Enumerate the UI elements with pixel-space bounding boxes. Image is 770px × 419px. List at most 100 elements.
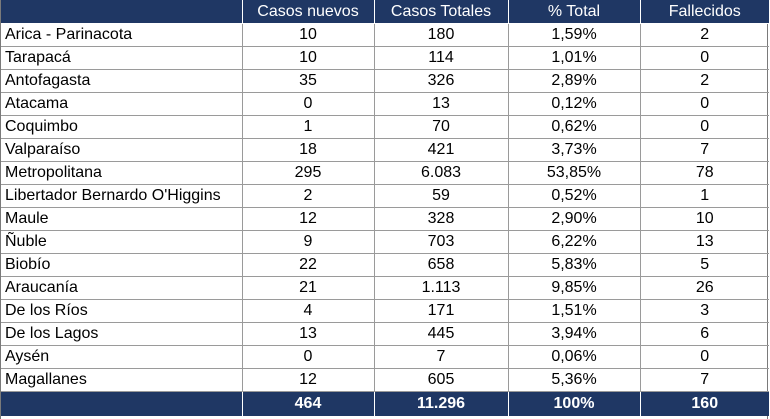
cell-region: Tarapacá (1, 46, 243, 70)
cell-region: Valparaíso (1, 138, 243, 162)
cell-fallecidos: 0 (640, 115, 769, 139)
cell-percent-total: 3,94% (508, 322, 641, 346)
cell-region: De los Ríos (1, 299, 243, 323)
cell-fallecidos: 13 (640, 230, 769, 254)
cell-fallecidos: 78 (640, 161, 769, 185)
cell-fallecidos: 7 (640, 138, 769, 162)
cell-casos-nuevos: 10 (242, 46, 375, 70)
table-row: Magallanes 12 605 5,36% 7 (1, 368, 769, 392)
table-row: Metropolitana 295 6.083 53,85% 78 (1, 161, 769, 185)
table-row: Antofagasta 35 326 2,89% 2 (1, 69, 769, 93)
cell-casos-totales: 445 (374, 322, 509, 346)
table-header: Casos nuevos Casos Totales % Total Falle… (1, 0, 769, 24)
cell-fallecidos: 0 (640, 92, 769, 116)
cell-region: Antofagasta (1, 69, 243, 93)
table-row: De los Lagos 13 445 3,94% 6 (1, 322, 769, 346)
cell-percent-total: 2,90% (508, 207, 641, 231)
cell-casos-totales: 1.113 (374, 276, 509, 300)
cell-casos-nuevos: 2 (242, 184, 375, 208)
cell-fallecidos: 1 (640, 184, 769, 208)
cell-casos-totales: 7 (374, 345, 509, 369)
totals-row: 464 11.296 100% 160 (1, 391, 769, 416)
cell-percent-total: 5,83% (508, 253, 641, 277)
table-footer: 464 11.296 100% 160 (1, 391, 769, 416)
cell-fallecidos: 6 (640, 322, 769, 346)
cell-casos-totales: 326 (374, 69, 509, 93)
cell-percent-total: 3,73% (508, 138, 641, 162)
total-fallecidos: 160 (640, 391, 769, 416)
cell-casos-totales: 70 (374, 115, 509, 139)
cell-region: Biobío (1, 253, 243, 277)
cell-region: Metropolitana (1, 161, 243, 185)
table-row: Libertador Bernardo O'Higgins 2 59 0,52% 1 (1, 184, 769, 208)
header-percent-total: % Total (508, 0, 641, 24)
cell-percent-total: 1,51% (508, 299, 641, 323)
cell-percent-total: 2,89% (508, 69, 641, 93)
table-row: Atacama 0 13 0,12% 0 (1, 92, 769, 116)
total-casos-nuevos: 464 (242, 391, 375, 416)
cell-region: De los Lagos (1, 322, 243, 346)
cell-casos-totales: 605 (374, 368, 509, 392)
cell-fallecidos: 0 (640, 46, 769, 70)
cell-casos-totales: 658 (374, 253, 509, 277)
cell-casos-totales: 180 (374, 23, 509, 47)
cell-casos-totales: 13 (374, 92, 509, 116)
cell-region: Atacama (1, 92, 243, 116)
cell-casos-nuevos: 22 (242, 253, 375, 277)
table-row: Aysén 0 7 0,06% 0 (1, 345, 769, 369)
header-casos-nuevos: Casos nuevos (242, 0, 375, 24)
cell-region: Magallanes (1, 368, 243, 392)
cell-casos-totales: 421 (374, 138, 509, 162)
table-row: Coquimbo 1 70 0,62% 0 (1, 115, 769, 139)
header-region (1, 0, 243, 24)
cell-percent-total: 9,85% (508, 276, 641, 300)
cell-casos-nuevos: 1 (242, 115, 375, 139)
cell-percent-total: 53,85% (508, 161, 641, 185)
table-body: Arica - Parinacota 10 180 1,59% 2 Tarapacá 10 1… (1, 23, 769, 392)
table-row: Biobío 22 658 5,83% 5 (1, 253, 769, 277)
cell-percent-total: 1,59% (508, 23, 641, 47)
cell-percent-total: 6,22% (508, 230, 641, 254)
cell-casos-nuevos: 13 (242, 322, 375, 346)
cell-fallecidos: 5 (640, 253, 769, 277)
table-row: Tarapacá 10 114 1,01% 0 (1, 46, 769, 70)
cell-casos-nuevos: 10 (242, 23, 375, 47)
cell-fallecidos: 3 (640, 299, 769, 323)
cell-casos-totales: 59 (374, 184, 509, 208)
cell-region: Libertador Bernardo O'Higgins (1, 184, 243, 208)
cell-casos-nuevos: 21 (242, 276, 375, 300)
total-label (1, 391, 243, 416)
table-row: Valparaíso 18 421 3,73% 7 (1, 138, 769, 162)
cell-fallecidos: 0 (640, 345, 769, 369)
cell-percent-total: 1,01% (508, 46, 641, 70)
cell-casos-totales: 703 (374, 230, 509, 254)
cell-percent-total: 0,52% (508, 184, 641, 208)
cell-region: Maule (1, 207, 243, 231)
cell-percent-total: 0,12% (508, 92, 641, 116)
cell-casos-totales: 328 (374, 207, 509, 231)
cell-region: Aysén (1, 345, 243, 369)
cell-casos-nuevos: 295 (242, 161, 375, 185)
cell-fallecidos: 2 (640, 69, 769, 93)
cell-casos-nuevos: 35 (242, 69, 375, 93)
cell-casos-totales: 171 (374, 299, 509, 323)
table-row: Arica - Parinacota 10 180 1,59% 2 (1, 23, 769, 47)
cell-region: Coquimbo (1, 115, 243, 139)
cell-percent-total: 0,06% (508, 345, 641, 369)
header-fallecidos: Fallecidos (640, 0, 769, 24)
cell-percent-total: 5,36% (508, 368, 641, 392)
cell-casos-nuevos: 9 (242, 230, 375, 254)
total-casos-totales: 11.296 (374, 391, 509, 416)
table-row: Maule 12 328 2,90% 10 (1, 207, 769, 231)
total-percent: 100% (508, 391, 641, 416)
cell-casos-nuevos: 4 (242, 299, 375, 323)
cell-fallecidos: 10 (640, 207, 769, 231)
table-row: Araucanía 21 1.113 9,85% 26 (1, 276, 769, 300)
header-casos-totales: Casos Totales (374, 0, 509, 24)
header-row: Casos nuevos Casos Totales % Total Falle… (1, 0, 769, 24)
cell-casos-totales: 6.083 (374, 161, 509, 185)
cell-casos-nuevos: 0 (242, 345, 375, 369)
cell-region: Arica - Parinacota (1, 23, 243, 47)
